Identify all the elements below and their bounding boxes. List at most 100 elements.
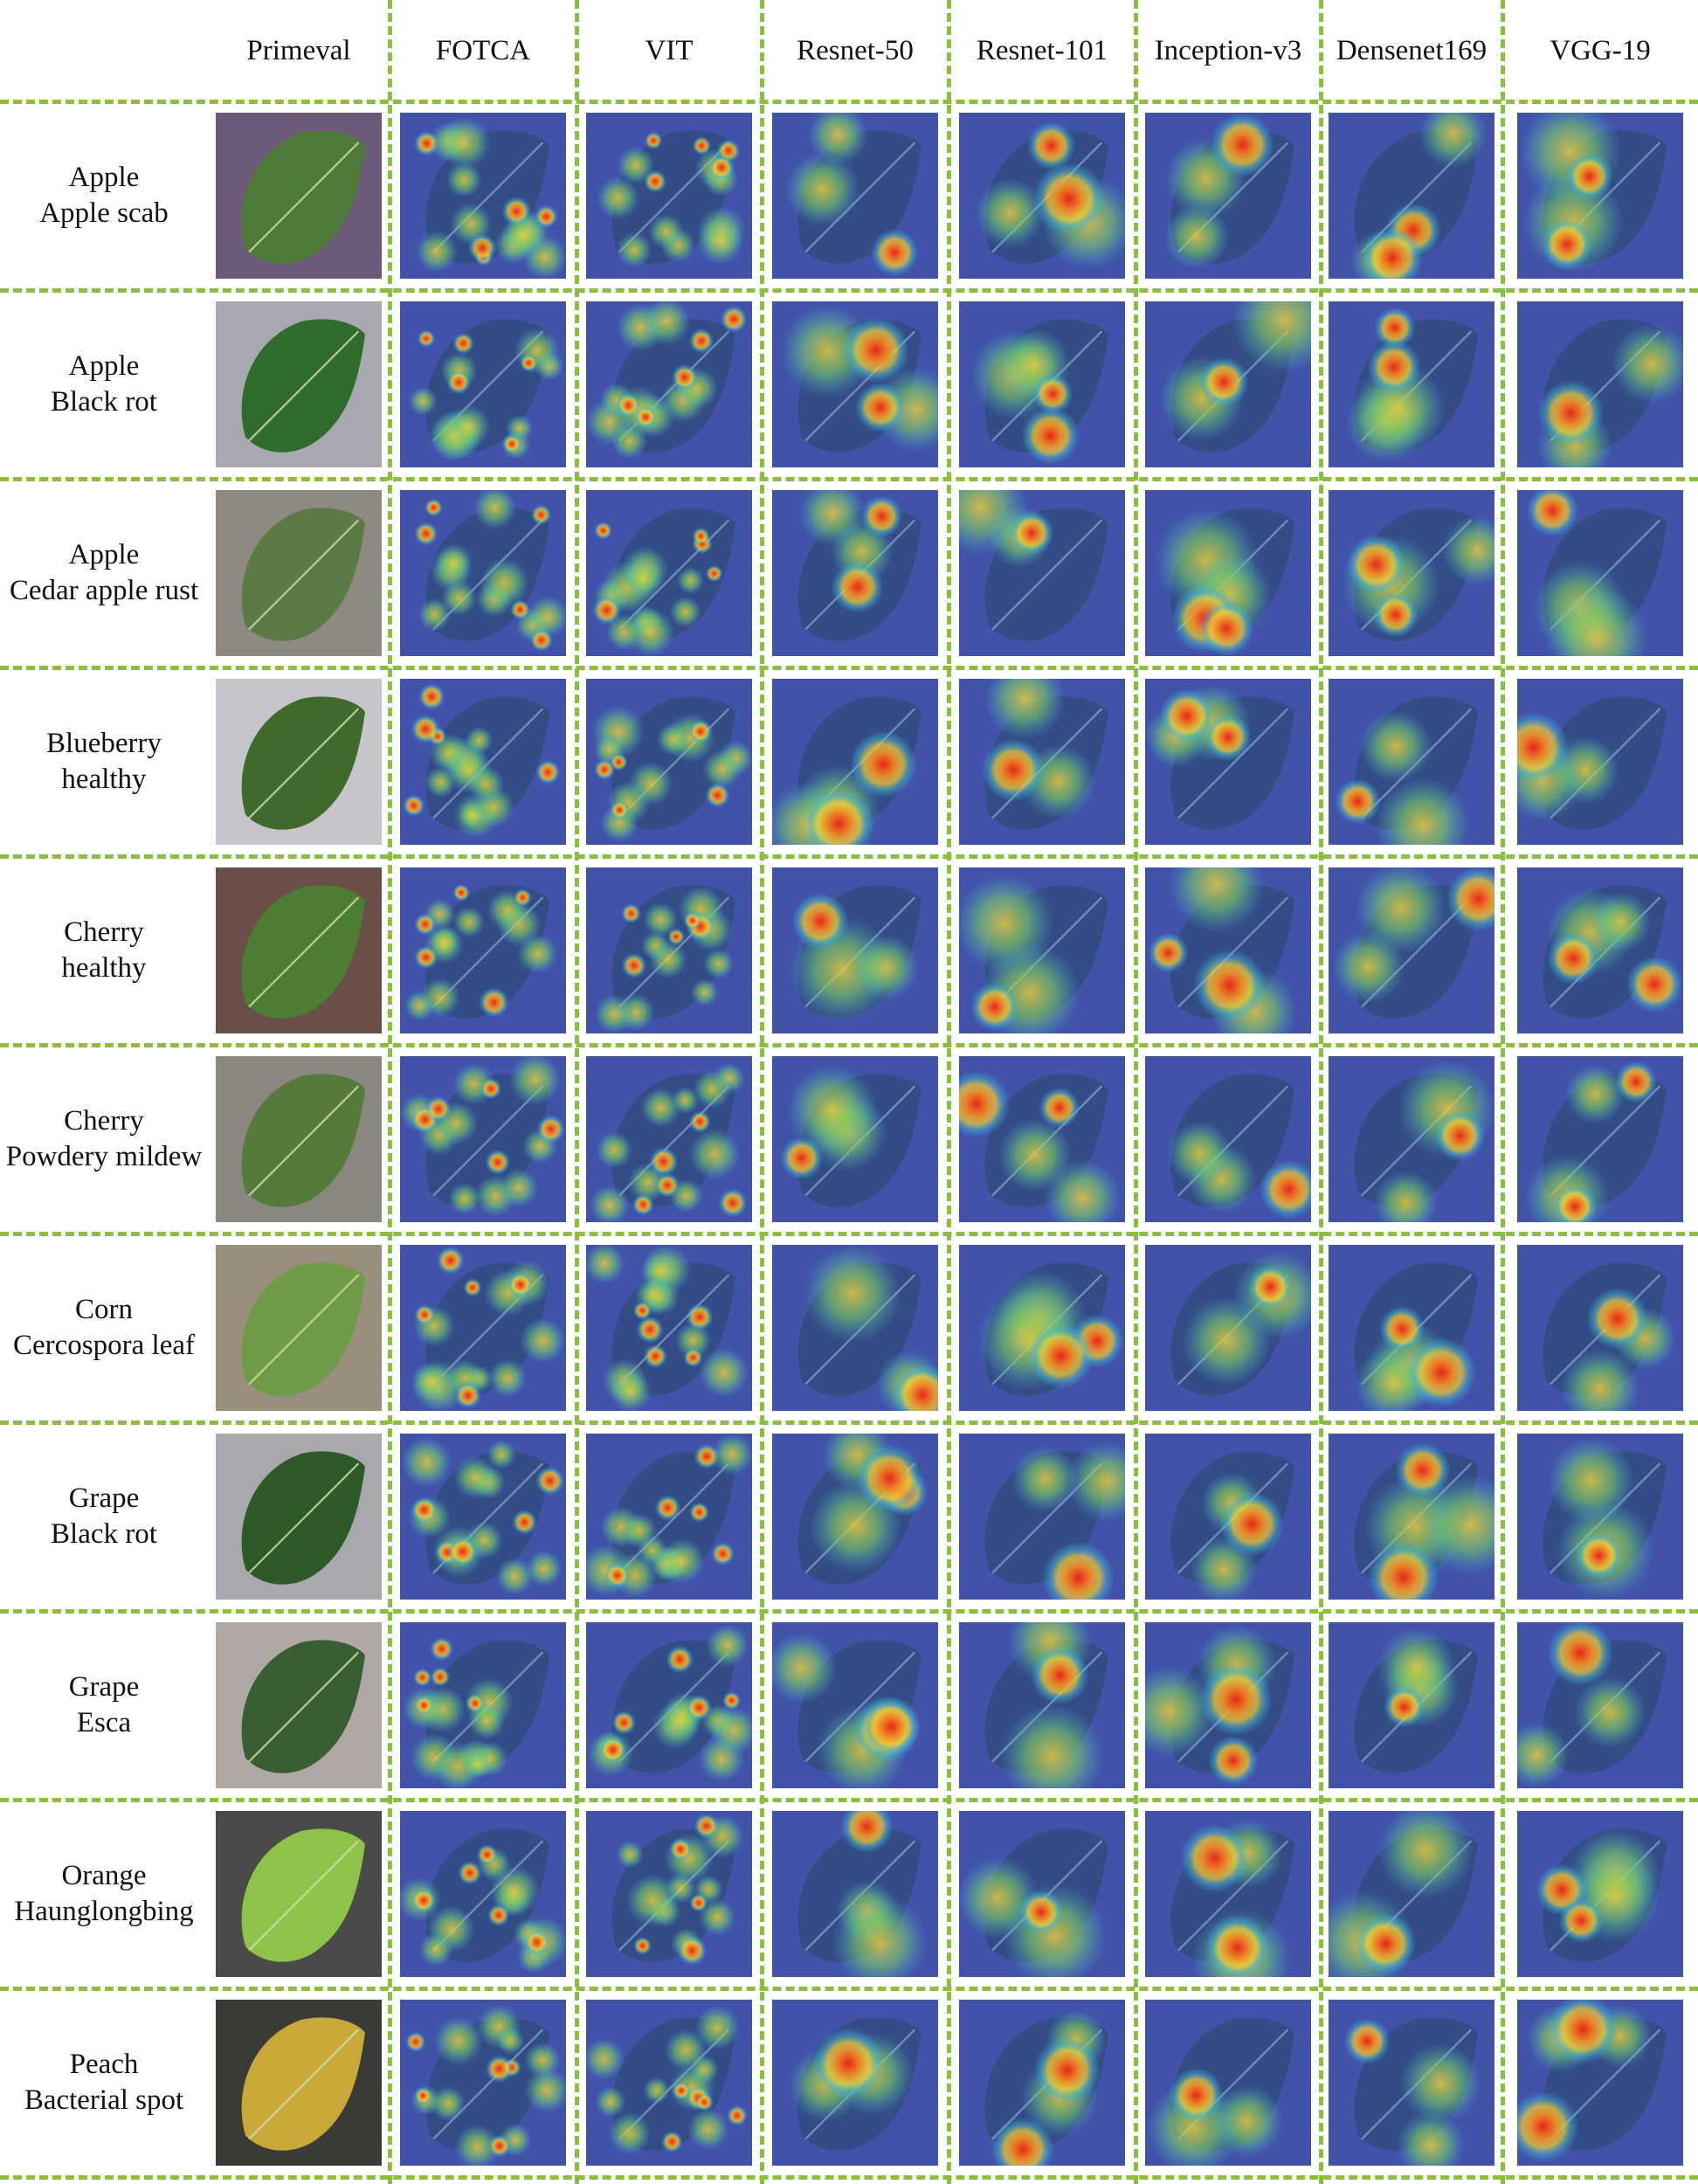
attention-heatmap-image <box>400 2000 566 2166</box>
attention-heatmap-image <box>400 490 566 656</box>
row-label-line2: Cedar apple rust <box>9 575 199 606</box>
attention-heatmap-image <box>1329 113 1494 279</box>
row-label: Blueberry healthy <box>0 667 208 856</box>
row-label: Cherry healthy <box>0 856 208 1045</box>
attention-heatmap-image <box>586 113 752 279</box>
attention-heatmap-image <box>1145 1811 1311 1977</box>
attention-heatmap-image <box>400 113 566 279</box>
attention-heatmap-image <box>1517 1056 1683 1222</box>
attention-heatmap-image <box>1145 301 1311 467</box>
column-header-inception-v3: Inception-v3 <box>1154 34 1302 66</box>
attention-heatmap-image <box>400 1434 566 1600</box>
original-leaf-image <box>216 1056 382 1222</box>
attention-heatmap-image <box>1329 1434 1494 1600</box>
column-header-vit: VIT <box>645 34 694 66</box>
original-leaf-image <box>216 2000 382 2166</box>
grid-divider-horizontal <box>0 1609 1698 1614</box>
attention-heatmap-image <box>400 1056 566 1222</box>
grid-divider-horizontal <box>0 1987 1698 1991</box>
attention-heatmap-image <box>1145 867 1311 1033</box>
attention-heatmap-image <box>959 867 1125 1033</box>
row-label-line1: Blueberry <box>46 728 162 759</box>
attention-heatmap-image <box>959 490 1125 656</box>
attention-heatmap-image <box>1145 490 1311 656</box>
original-leaf-image <box>216 301 382 467</box>
attention-heatmap-image <box>1329 1245 1494 1411</box>
column-header-primeval: Primeval <box>246 34 351 66</box>
attention-heatmap-image <box>586 867 752 1033</box>
attention-heatmap-image <box>959 1245 1125 1411</box>
attention-heatmap-image <box>772 113 938 279</box>
attention-heatmap-image <box>772 1811 938 1977</box>
attention-heatmap-image <box>586 490 752 656</box>
attention-heatmap-image <box>1517 1245 1683 1411</box>
row-label: Apple Black rot <box>0 290 208 479</box>
row-label: Grape Black rot <box>0 1422 208 1611</box>
attention-heatmap-image <box>1517 301 1683 467</box>
attention-heatmap-image <box>400 301 566 467</box>
attention-heatmap-image <box>1145 1622 1311 1788</box>
attention-heatmap-image <box>959 1622 1125 1788</box>
attention-heatmap-image <box>1329 490 1494 656</box>
row-label-line1: Peach <box>69 2049 139 2080</box>
grid-divider-horizontal <box>0 2175 1698 2180</box>
grid-divider-horizontal <box>0 477 1698 481</box>
grid-divider-vertical <box>1134 0 1138 2184</box>
row-label-line2: Cercospora leaf <box>13 1330 195 1361</box>
attention-heatmap-image <box>1329 679 1494 845</box>
row-label-line2: Haunglongbing <box>14 1896 194 1927</box>
row-label-line1: Orange <box>61 1860 147 1891</box>
row-label: Grape Esca <box>0 1611 208 1800</box>
attention-heatmap-image <box>1517 2000 1683 2166</box>
attention-heatmap-image <box>1145 2000 1311 2166</box>
attention-heatmap-image <box>586 1056 752 1222</box>
attention-heatmap-image <box>586 1622 752 1788</box>
column-header-densenet169: Densenet169 <box>1336 34 1487 66</box>
attention-heatmap-image <box>772 490 938 656</box>
attention-heatmap-image <box>1517 1811 1683 1977</box>
attention-heatmap-image <box>772 1056 938 1222</box>
row-label-line2: Apple scab <box>39 197 169 229</box>
grid-divider-vertical <box>760 0 764 2184</box>
attention-heatmap-image <box>400 1245 566 1411</box>
attention-heatmap-image <box>1329 1622 1494 1788</box>
attention-heatmap-image <box>1145 1434 1311 1600</box>
grid-divider-horizontal <box>0 1043 1698 1047</box>
row-label-line2: Esca <box>76 1707 132 1738</box>
attention-heatmap-image <box>1329 1811 1494 1977</box>
attention-heatmap-image <box>586 1434 752 1600</box>
attention-heatmap-image <box>772 1245 938 1411</box>
grid-divider-vertical <box>388 0 392 2184</box>
row-label-line2: healthy <box>61 764 147 795</box>
grid-divider-horizontal <box>0 1798 1698 1802</box>
attention-heatmap-image <box>1329 301 1494 467</box>
original-leaf-image <box>216 1245 382 1411</box>
attention-heatmap-image <box>772 2000 938 2166</box>
grid-divider-horizontal <box>0 1420 1698 1425</box>
row-label-line1: Grape <box>68 1671 140 1703</box>
attention-heatmap-image <box>1517 113 1683 279</box>
row-label: Corn Cercospora leaf <box>0 1234 208 1422</box>
original-leaf-image <box>216 867 382 1033</box>
row-label-line1: Cherry <box>64 1105 144 1137</box>
row-label-line1: Apple <box>68 162 140 193</box>
grid-divider-vertical <box>947 0 951 2184</box>
attention-heatmap-image <box>772 1622 938 1788</box>
attention-heatmap-image <box>586 2000 752 2166</box>
attention-heatmap-image <box>400 1811 566 1977</box>
row-label-line1: Apple <box>68 350 140 382</box>
attention-heatmap-image <box>959 113 1125 279</box>
attention-heatmap-image <box>959 1434 1125 1600</box>
grid-divider-horizontal <box>0 288 1698 293</box>
row-label: Peach Bacterial spot <box>0 1988 208 2177</box>
attention-heatmap-image <box>586 301 752 467</box>
original-leaf-image <box>216 1434 382 1600</box>
attention-heatmap-image <box>772 679 938 845</box>
grid-divider-horizontal <box>0 666 1698 670</box>
original-leaf-image <box>216 113 382 279</box>
attention-heatmap-image <box>1145 1056 1311 1222</box>
attention-heatmap-image <box>1517 1434 1683 1600</box>
attention-heatmap-image <box>959 1056 1125 1222</box>
attention-heatmap-image <box>1145 679 1311 845</box>
